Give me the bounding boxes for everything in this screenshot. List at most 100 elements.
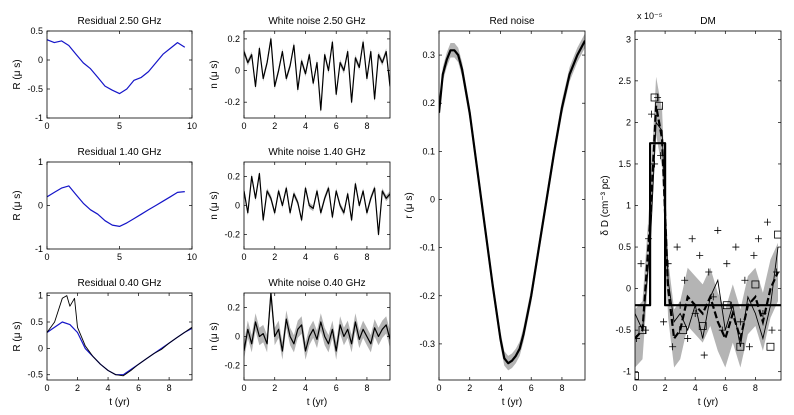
series-residual [47, 185, 185, 227]
plus-marker [676, 301, 684, 309]
plus-marker [684, 334, 692, 342]
x-tick-label: 4 [498, 383, 503, 393]
x-tick-label: 6 [136, 383, 141, 393]
x-tick-label: 4 [693, 383, 698, 393]
plus-marker [657, 152, 665, 160]
y-tick-label: 0 [626, 284, 631, 294]
y-tick-label: -0.5 [615, 325, 631, 335]
x-tick-label: 8 [559, 383, 564, 393]
series-white-noise [244, 38, 390, 111]
square-marker [655, 101, 663, 110]
axes-frame [46, 292, 193, 381]
uncertainty-band [439, 33, 585, 371]
x-tick-label: 8 [364, 383, 369, 393]
chart-white-noise-2.50: 0 2 4 6 8 -0.2 0 0.2 White noise 2.50 GHz n (μ s) [209, 16, 391, 131]
chart-title: Residual 1.40 GHz [78, 147, 162, 158]
y-axis-label: R (μ s) [12, 190, 23, 220]
y-tick-label: 0 [38, 55, 43, 65]
plus-marker [741, 276, 749, 284]
x-tick-label: 4 [303, 252, 308, 262]
x-tick-label: 0 [44, 121, 49, 131]
plus-marker [651, 160, 659, 168]
y-tick-label: 0.2 [422, 98, 435, 108]
y-axis-label: n (μ s) [209, 322, 220, 351]
x-tick-label: 0 [241, 252, 246, 262]
chart-white-noise-0.40: 0 2 4 6 8 -0.2 0 0.2 White noise 0.40 GHz t (yr) n… [209, 278, 391, 408]
x-axis-label: t (yr) [502, 397, 523, 408]
plus-marker [759, 310, 767, 318]
plot-area [439, 33, 585, 371]
plus-marker [772, 268, 780, 276]
series-residual [47, 39, 186, 95]
plus-marker [727, 301, 735, 309]
axes-frame [438, 30, 586, 381]
square-marker [635, 371, 639, 380]
x-tick-label: 2 [272, 383, 277, 393]
y-axis-label: n (μ s) [209, 191, 220, 220]
plus-marker [681, 276, 689, 284]
y-tick-label: 0 [430, 194, 435, 204]
square-marker [638, 326, 647, 335]
x-tick-label: 4 [106, 383, 111, 393]
x-tick-label: 10 [187, 121, 197, 131]
x-tick-label: 8 [364, 252, 369, 262]
plus-marker [723, 260, 731, 268]
x-tick-label: 2 [272, 252, 277, 262]
plus-marker [732, 243, 740, 251]
square-marker [722, 301, 731, 310]
square-marker [766, 342, 775, 351]
chart-title: DM [700, 16, 716, 27]
square-marker [736, 342, 745, 351]
chart-red-noise: 0 2 4 6 8 -0.3 -0.2 -0.1 0 0.1 0.2 0.3 Red noise t (y… [404, 16, 586, 408]
x-tick-label: 0 [436, 383, 441, 393]
y-tick-label: -1 [35, 244, 43, 254]
y-tick-label: 0 [235, 332, 240, 342]
y-axis-label: r (μ s) [404, 192, 415, 218]
x-tick-label: 0 [44, 383, 49, 393]
plus-marker [648, 110, 656, 118]
x-axis-label: t (yr) [307, 397, 328, 408]
y-axis-label: n (μ s) [209, 60, 220, 89]
plus-marker [669, 343, 677, 351]
plot-area [244, 170, 390, 238]
x-tick-label: 0 [241, 121, 246, 131]
x-tick-label: 8 [753, 383, 758, 393]
plus-marker [700, 351, 708, 359]
plus-marker [754, 235, 762, 243]
y-tick-label: -0.2 [224, 361, 240, 371]
y-tick-label: 1.5 [618, 159, 631, 169]
y-tick-label: -0.3 [419, 339, 435, 349]
x-tick-label: 6 [334, 121, 339, 131]
series-red-noise [439, 40, 585, 365]
axis-multiplier: x 10⁻⁵ [637, 11, 663, 21]
plus-marker [709, 293, 717, 301]
x-axis-label: t (yr) [698, 397, 719, 408]
series-model [47, 295, 192, 377]
y-tick-label: -0.2 [224, 230, 240, 240]
plus-marker [750, 251, 758, 259]
x-tick-label: 2 [75, 383, 80, 393]
square-marker [679, 326, 688, 335]
x-tick-label: 2 [272, 121, 277, 131]
series-dashed-fit [635, 105, 780, 343]
x-tick-label: 2 [467, 383, 472, 393]
plus-marker [705, 268, 713, 276]
y-tick-label: 0.5 [618, 242, 631, 252]
x-tick-label: 6 [723, 383, 728, 393]
y-axis-label: R (μ s) [12, 321, 23, 351]
plus-marker [763, 218, 771, 226]
y-tick-label: -0.2 [224, 97, 240, 107]
plot-area [244, 35, 390, 114]
chart-title: Residual 2.50 GHz [78, 16, 162, 27]
plus-marker [664, 260, 672, 268]
y-tick-label: 0 [38, 201, 43, 211]
plus-marker [642, 326, 650, 334]
y-tick-label: -1 [623, 367, 631, 377]
y-tick-label: 0 [235, 201, 240, 211]
plus-marker [736, 318, 744, 326]
plus-marker [745, 343, 753, 351]
y-tick-label: 0.5 [30, 26, 43, 36]
y-tick-label: 0 [38, 343, 43, 353]
